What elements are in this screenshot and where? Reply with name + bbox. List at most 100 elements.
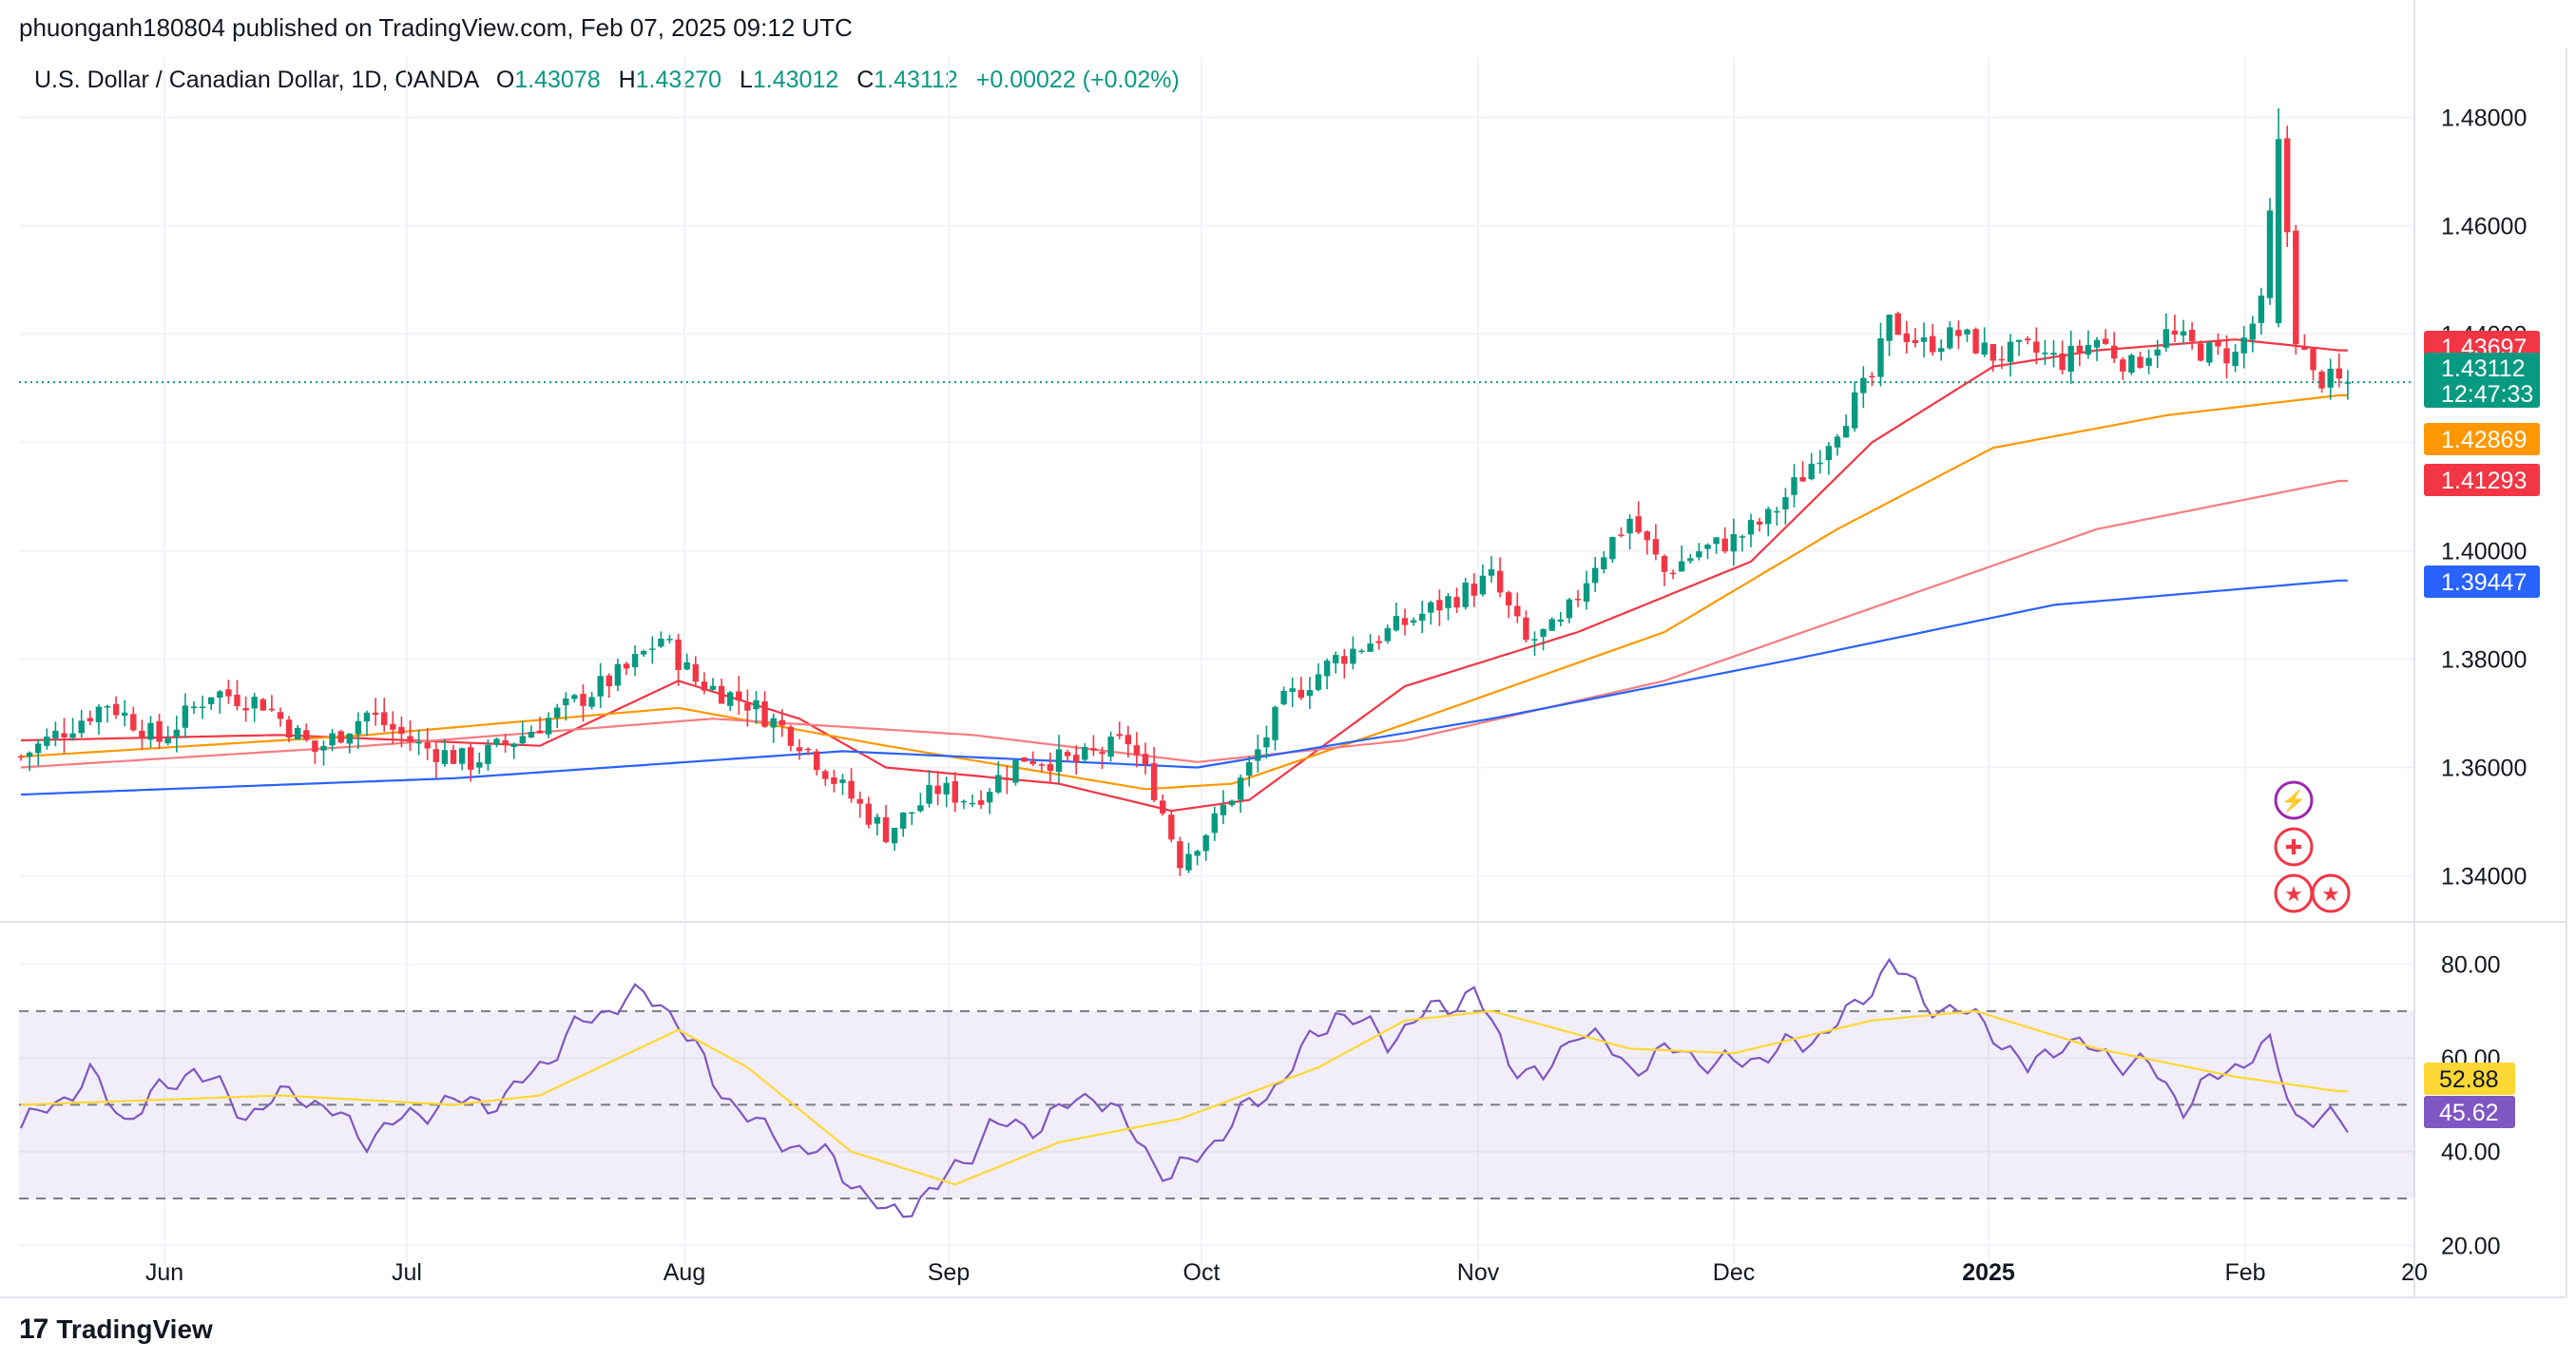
price-chart-svg[interactable]: 1.480001.460001.440001.400001.380001.360… bbox=[0, 0, 2576, 1302]
candle-body bbox=[960, 800, 968, 803]
candle-body bbox=[804, 748, 812, 751]
candle-body bbox=[1947, 327, 1953, 349]
candle-body bbox=[1566, 599, 1573, 619]
rsi-ma-line bbox=[20, 1009, 2348, 1186]
candle-body bbox=[597, 676, 604, 697]
candle-body bbox=[277, 712, 284, 719]
candle-body bbox=[1384, 627, 1391, 642]
candle-body bbox=[2336, 368, 2342, 379]
candle-body bbox=[701, 681, 708, 691]
candle-body bbox=[2102, 338, 2109, 344]
lightning-event-icon: ⚡ bbox=[2280, 789, 2306, 814]
candle-body bbox=[1972, 329, 1979, 354]
candle-body bbox=[987, 792, 993, 803]
candle-body bbox=[1626, 518, 1633, 534]
candle-body bbox=[1453, 597, 1460, 608]
candle-body bbox=[476, 762, 483, 768]
candle-body bbox=[268, 708, 276, 711]
lightning-event-icon bbox=[2274, 780, 2314, 820]
candle-body bbox=[995, 775, 1002, 793]
candle-body bbox=[1246, 762, 1253, 776]
candle-body bbox=[2258, 295, 2265, 323]
candle-body bbox=[2067, 345, 2074, 373]
candle-body bbox=[1272, 706, 1278, 740]
tradingview-brand: TradingView bbox=[56, 1314, 213, 1344]
candle-body bbox=[1471, 584, 1477, 596]
candle-body bbox=[363, 712, 371, 722]
candle-body bbox=[1756, 521, 1763, 526]
candle-body bbox=[104, 705, 111, 708]
tradingview-logo-icon: 17 bbox=[19, 1313, 48, 1345]
candle-body bbox=[563, 698, 569, 705]
candle-body bbox=[295, 727, 301, 740]
candle-body bbox=[285, 719, 293, 738]
candle-body bbox=[26, 752, 33, 757]
candle-body bbox=[2223, 348, 2230, 364]
candle-body bbox=[1488, 568, 1495, 576]
candle-body bbox=[2301, 346, 2308, 351]
candle-body bbox=[433, 749, 439, 762]
candle-body bbox=[1150, 762, 1158, 801]
price-scale-badge bbox=[2424, 464, 2540, 496]
candle-body bbox=[1194, 851, 1201, 856]
candle-body bbox=[217, 691, 223, 699]
candle-body bbox=[1401, 618, 1409, 625]
candle-body bbox=[1679, 561, 1685, 572]
candle-body bbox=[1652, 539, 1660, 555]
candle-body bbox=[1869, 375, 1875, 378]
candle-body bbox=[1410, 620, 1417, 623]
candle-body bbox=[1903, 333, 1910, 342]
price-scale-label: 1.43112 bbox=[2441, 355, 2526, 382]
ma-line bbox=[20, 338, 2348, 813]
candle-body bbox=[1808, 463, 1815, 480]
candle-body bbox=[190, 706, 198, 709]
candle-body bbox=[2215, 341, 2221, 347]
candle-body bbox=[493, 738, 500, 745]
candle-body bbox=[2042, 352, 2048, 355]
candle-body bbox=[2318, 372, 2325, 389]
candle-body bbox=[1531, 639, 1538, 641]
candle-body bbox=[744, 702, 751, 711]
candle-body bbox=[424, 742, 431, 749]
candle-body bbox=[1168, 815, 1175, 840]
candle-body bbox=[1367, 643, 1374, 652]
candle-body bbox=[882, 816, 890, 843]
candle-body bbox=[822, 771, 829, 779]
rsi-scale-badge bbox=[2424, 1096, 2515, 1128]
candle-body bbox=[1990, 344, 1996, 361]
candle-body bbox=[1038, 764, 1045, 766]
rsi-tick-label: 80.00 bbox=[2441, 952, 2501, 979]
candle-body bbox=[614, 663, 622, 686]
tradingview-footer[interactable]: 17 TradingView bbox=[19, 1313, 213, 1346]
candle-body bbox=[1894, 313, 1901, 335]
candle-body bbox=[468, 747, 474, 770]
candle-body bbox=[1082, 746, 1088, 760]
candle-body bbox=[1782, 497, 1789, 509]
candle-body bbox=[95, 706, 103, 722]
candle-body bbox=[2076, 345, 2083, 354]
candle-body bbox=[1055, 749, 1063, 773]
candle-body bbox=[2025, 338, 2031, 341]
candle-body bbox=[709, 685, 717, 690]
candle-body bbox=[2111, 345, 2118, 359]
candle-body bbox=[502, 739, 509, 745]
open-value: 1.43078 bbox=[514, 67, 601, 93]
canada-flag-icon bbox=[2274, 827, 2314, 867]
candle-body bbox=[977, 800, 985, 805]
candle-body bbox=[528, 732, 535, 738]
candle-body bbox=[848, 780, 855, 799]
candle-body bbox=[458, 748, 466, 764]
price-scale-label: 1.42869 bbox=[2441, 427, 2527, 453]
change-value: +0.00022 (+0.02%) bbox=[975, 67, 1180, 93]
candle-body bbox=[1609, 537, 1616, 560]
candle-body bbox=[796, 747, 803, 752]
candle-body bbox=[1799, 477, 1806, 482]
canada-flag-icon: ✚ bbox=[2285, 835, 2302, 859]
price-scale-badge bbox=[2424, 423, 2540, 455]
candle-body bbox=[943, 782, 950, 795]
price-tick-label: 1.48000 bbox=[2441, 105, 2527, 132]
price-tick-label: 1.40000 bbox=[2441, 539, 2527, 565]
candle-body bbox=[926, 784, 932, 804]
candle-body bbox=[631, 653, 639, 668]
